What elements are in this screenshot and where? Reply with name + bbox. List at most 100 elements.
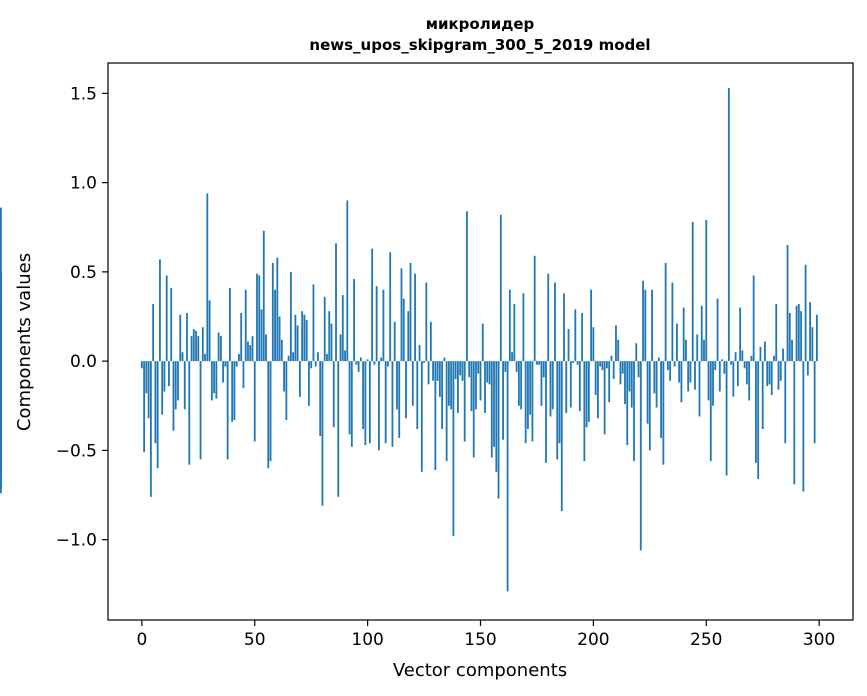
bar-79	[319, 361, 322, 437]
bar-178	[542, 361, 545, 378]
bar-60	[276, 257, 279, 362]
bar-171	[527, 361, 529, 429]
bar-249	[703, 339, 705, 362]
bar-86	[335, 243, 337, 362]
bar-278	[768, 361, 771, 385]
bar-205	[603, 361, 606, 435]
bar-284	[782, 348, 784, 362]
bar-96	[357, 361, 360, 372]
bar-187	[563, 293, 565, 362]
bar-202	[596, 361, 599, 419]
bar-169	[522, 293, 525, 362]
bar-293	[802, 361, 805, 492]
bar-250	[705, 220, 708, 362]
bar-132	[438, 361, 441, 397]
bar-253	[712, 361, 714, 406]
bar-75	[310, 361, 313, 369]
bar-104	[375, 286, 378, 362]
bar-162	[506, 361, 509, 592]
bars-group	[0, 87, 818, 592]
bar-145	[468, 361, 471, 378]
bar-206	[606, 361, 608, 369]
bar-125	[423, 361, 425, 363]
bar-73	[305, 320, 308, 362]
bar-94	[353, 279, 355, 362]
bar-164	[511, 352, 514, 362]
chart-subtitle: news_upos_skipgram_300_5_2019 model	[309, 36, 650, 54]
bar-90	[344, 350, 346, 362]
bar-272	[755, 361, 757, 463]
bar-248	[700, 305, 703, 362]
bar-121	[414, 273, 416, 362]
bar-214	[624, 361, 626, 404]
bar-273	[757, 361, 760, 479]
bar-102	[371, 248, 374, 362]
x-axis-label: Vector components	[393, 660, 567, 681]
bar-280	[773, 355, 775, 362]
bar-287	[788, 312, 791, 362]
bar-252	[709, 361, 712, 462]
bar-242	[687, 361, 690, 392]
bar-95	[355, 361, 358, 365]
bar-231	[662, 361, 665, 465]
bar-157	[495, 361, 498, 472]
bar-165	[513, 304, 516, 362]
y-tick-label: −0.5	[56, 441, 97, 461]
bar-82	[326, 354, 328, 362]
bar-225	[648, 361, 651, 451]
bar-64	[285, 361, 288, 421]
x-tick-label: 100	[351, 630, 383, 650]
bar-238	[678, 361, 681, 383]
bar-176	[538, 361, 541, 365]
bar-291	[797, 304, 800, 362]
bar-115	[400, 268, 403, 362]
bar-110	[389, 252, 392, 362]
bar-2	[145, 361, 148, 394]
bar-41	[233, 361, 236, 421]
bar-16	[177, 361, 179, 401]
bar-201	[594, 361, 597, 396]
bar-299	[815, 314, 818, 362]
bar-29	[206, 193, 209, 362]
bar-89	[341, 295, 344, 362]
bar-83	[328, 311, 331, 362]
bar-251	[707, 361, 710, 401]
bar-116	[402, 298, 405, 362]
bar-30	[208, 300, 211, 362]
bar-245	[694, 361, 696, 390]
bar-48	[249, 345, 252, 362]
bar-193	[576, 361, 579, 365]
bar-180	[547, 273, 550, 362]
bar-166	[515, 361, 518, 372]
bar-12	[168, 361, 170, 387]
bar-197	[585, 361, 588, 428]
y-axis-ticks: −1.0 −0.5 0.0 0.5 1.0 1.5	[56, 84, 108, 551]
bar-292	[800, 311, 802, 362]
bar-53	[260, 309, 263, 362]
bar-190	[569, 361, 572, 408]
bar-59	[274, 289, 276, 362]
bar-27	[201, 327, 204, 362]
bar-18	[181, 352, 184, 362]
bar-10	[163, 361, 166, 392]
bar-101	[368, 361, 371, 444]
bar-279	[770, 361, 773, 396]
bar-149	[477, 361, 480, 374]
bar-260	[727, 87, 730, 362]
bar-147	[472, 361, 475, 458]
bar-198	[587, 361, 590, 422]
bar-150	[479, 361, 482, 401]
bar-259	[725, 361, 728, 476]
bar-120	[411, 361, 414, 406]
bar-39	[229, 287, 231, 362]
bar-129	[432, 361, 434, 381]
bar-114	[398, 361, 401, 438]
bar-15	[174, 361, 177, 410]
bar-81	[323, 296, 326, 362]
bar-185	[558, 361, 561, 444]
bar-216	[628, 361, 631, 392]
bar-263	[734, 352, 737, 362]
bar-38	[226, 361, 229, 460]
bar-98	[362, 361, 365, 429]
